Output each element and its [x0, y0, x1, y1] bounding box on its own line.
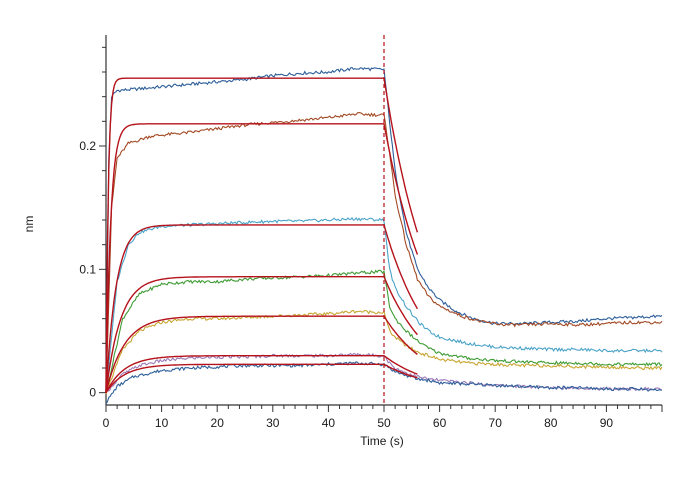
x-tick-label: 80: [544, 416, 558, 430]
x-tick-label: 50: [377, 416, 391, 430]
x-tick-label: 30: [266, 416, 280, 430]
data-trace-3: [105, 216, 663, 394]
x-tick-label: 0: [103, 416, 110, 430]
data-trace-6: [105, 352, 663, 392]
fit-curve-4: [105, 276, 418, 393]
fit-curve-6: [105, 355, 418, 394]
x-tick-label: 90: [600, 416, 614, 430]
x-tick-label: 60: [433, 416, 447, 430]
x-axis-label: Time (s): [360, 434, 404, 448]
data-trace-1: [105, 66, 663, 394]
fit-curve-1: [105, 77, 419, 393]
x-tick-label: 20: [211, 416, 225, 430]
y-tick-label: 0: [89, 386, 96, 400]
fit-curve-3: [105, 224, 419, 393]
fit-curve-2: [105, 123, 419, 393]
y-tick-label: 0.2: [79, 139, 96, 153]
series-layer: [105, 66, 663, 405]
data-trace-7: [105, 361, 663, 405]
fit-curve-5: [105, 315, 418, 393]
x-tick-label: 40: [322, 416, 336, 430]
x-tick-label: 10: [155, 416, 169, 430]
y-tick-label: 0.1: [79, 262, 96, 276]
fits-layer: [105, 77, 419, 394]
y-axis-label: nm: [22, 216, 36, 233]
data-trace-4: [105, 269, 663, 394]
axes-layer: 0 10 20 30 40 50 60 70 80 90 0 0.1 0.2: [79, 35, 663, 430]
fit-curve-7: [105, 363, 418, 394]
x-tick-label: 70: [489, 416, 503, 430]
